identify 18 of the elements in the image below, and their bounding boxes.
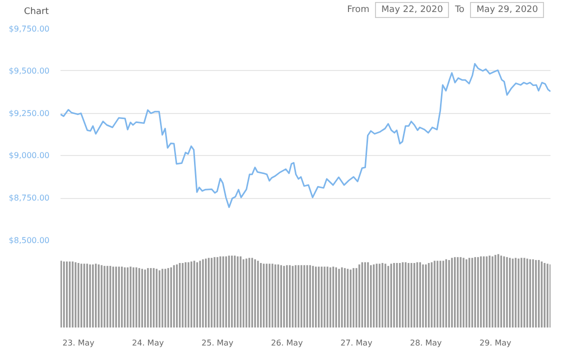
x-tick-label: 29. May [479, 338, 512, 348]
x-tick-label: 26. May [271, 338, 304, 348]
text: From [347, 5, 370, 15]
x-tick-label: 27. May [340, 338, 373, 348]
text: To [454, 5, 464, 15]
text: May 22, 2020 [375, 2, 449, 18]
y-tick-label: $9,250.00 [8, 108, 50, 118]
x-tick-label: 24. May [132, 338, 164, 348]
x-tick-label: 28. May [410, 338, 442, 348]
x-tick-label: 23. May [62, 338, 95, 348]
y-tick-label: $9,500.00 [8, 66, 50, 76]
x-tick-label: 25. May [202, 338, 234, 348]
y-tick-label: $9,750.00 [8, 24, 50, 34]
chart-title: Chart [24, 6, 49, 19]
y-tick-label: $8,750.00 [8, 194, 50, 203]
y-tick-label: $8,500.00 [8, 236, 50, 245]
y-tick-label: $9,000.00 [8, 151, 50, 160]
text: May 29, 2020 [470, 2, 544, 18]
